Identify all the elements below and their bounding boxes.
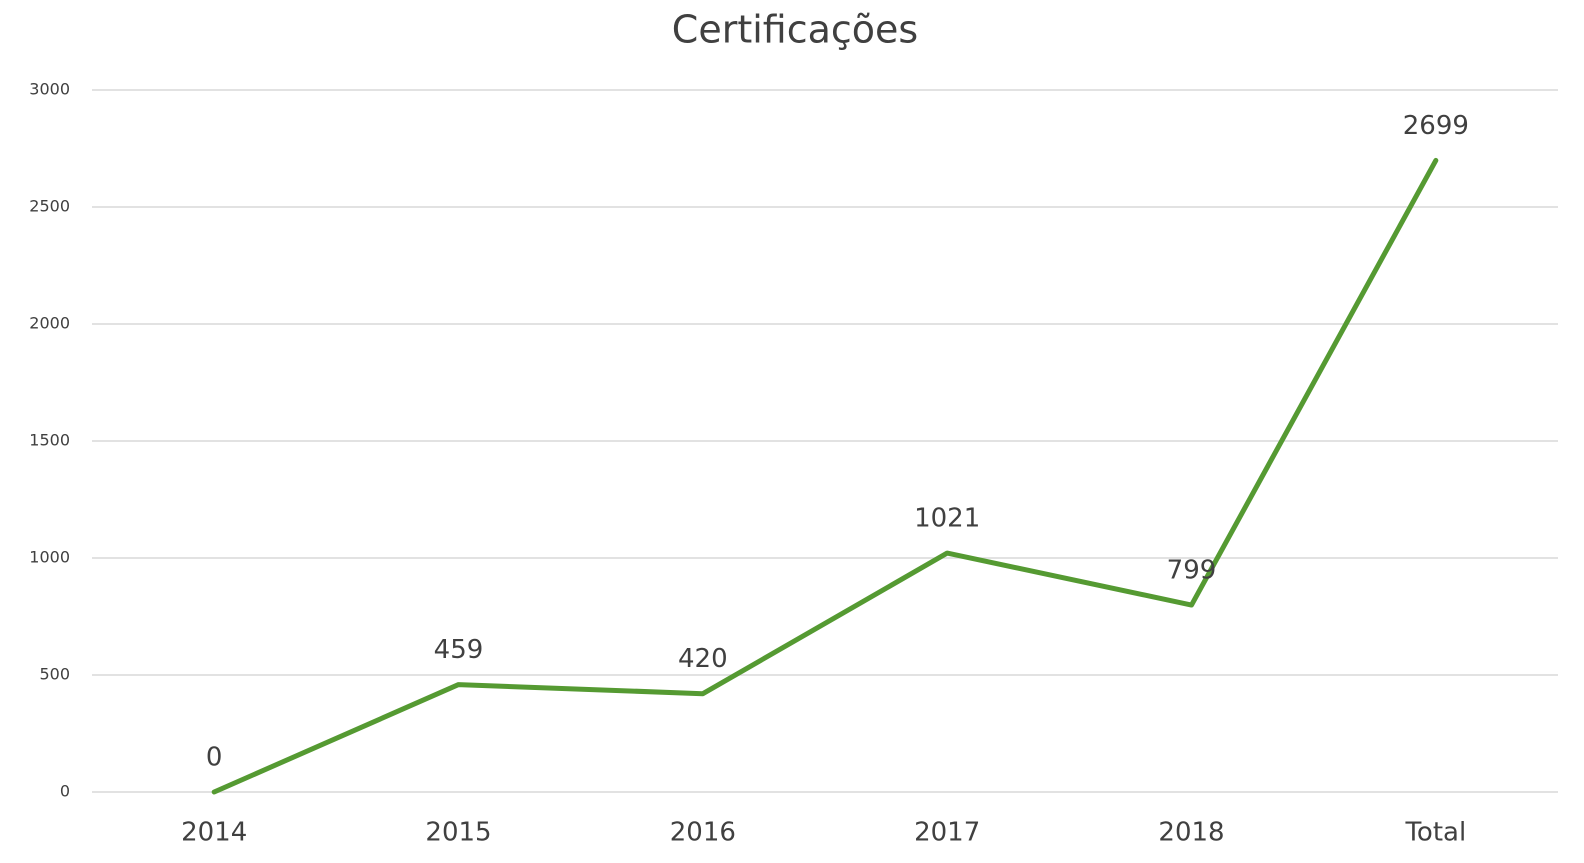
data-label: 420: [678, 644, 728, 674]
y-tick-label: 2500: [29, 197, 70, 216]
y-tick-label: 0: [60, 782, 70, 801]
x-tick-label: 2017: [914, 818, 980, 848]
x-tick-label: 2015: [425, 818, 491, 848]
data-label: 799: [1167, 556, 1217, 586]
data-label: 459: [434, 635, 484, 665]
data-label: 0: [206, 743, 223, 773]
y-tick-label: 1000: [29, 548, 70, 567]
x-tick-label: Total: [1404, 818, 1466, 848]
data-label: 2699: [1403, 111, 1469, 141]
y-tick-label: 2000: [29, 314, 70, 333]
data-label: 1021: [914, 504, 980, 534]
x-tick-label: 2016: [670, 818, 736, 848]
y-tick-label: 500: [39, 665, 70, 684]
line-series: [211, 157, 1439, 795]
y-tick-label: 3000: [29, 80, 70, 99]
x-tick-label: 2014: [181, 818, 247, 848]
chart-title: Certificações: [672, 8, 918, 52]
x-tick-label: 2018: [1158, 818, 1224, 848]
y-tick-label: 1500: [29, 431, 70, 450]
